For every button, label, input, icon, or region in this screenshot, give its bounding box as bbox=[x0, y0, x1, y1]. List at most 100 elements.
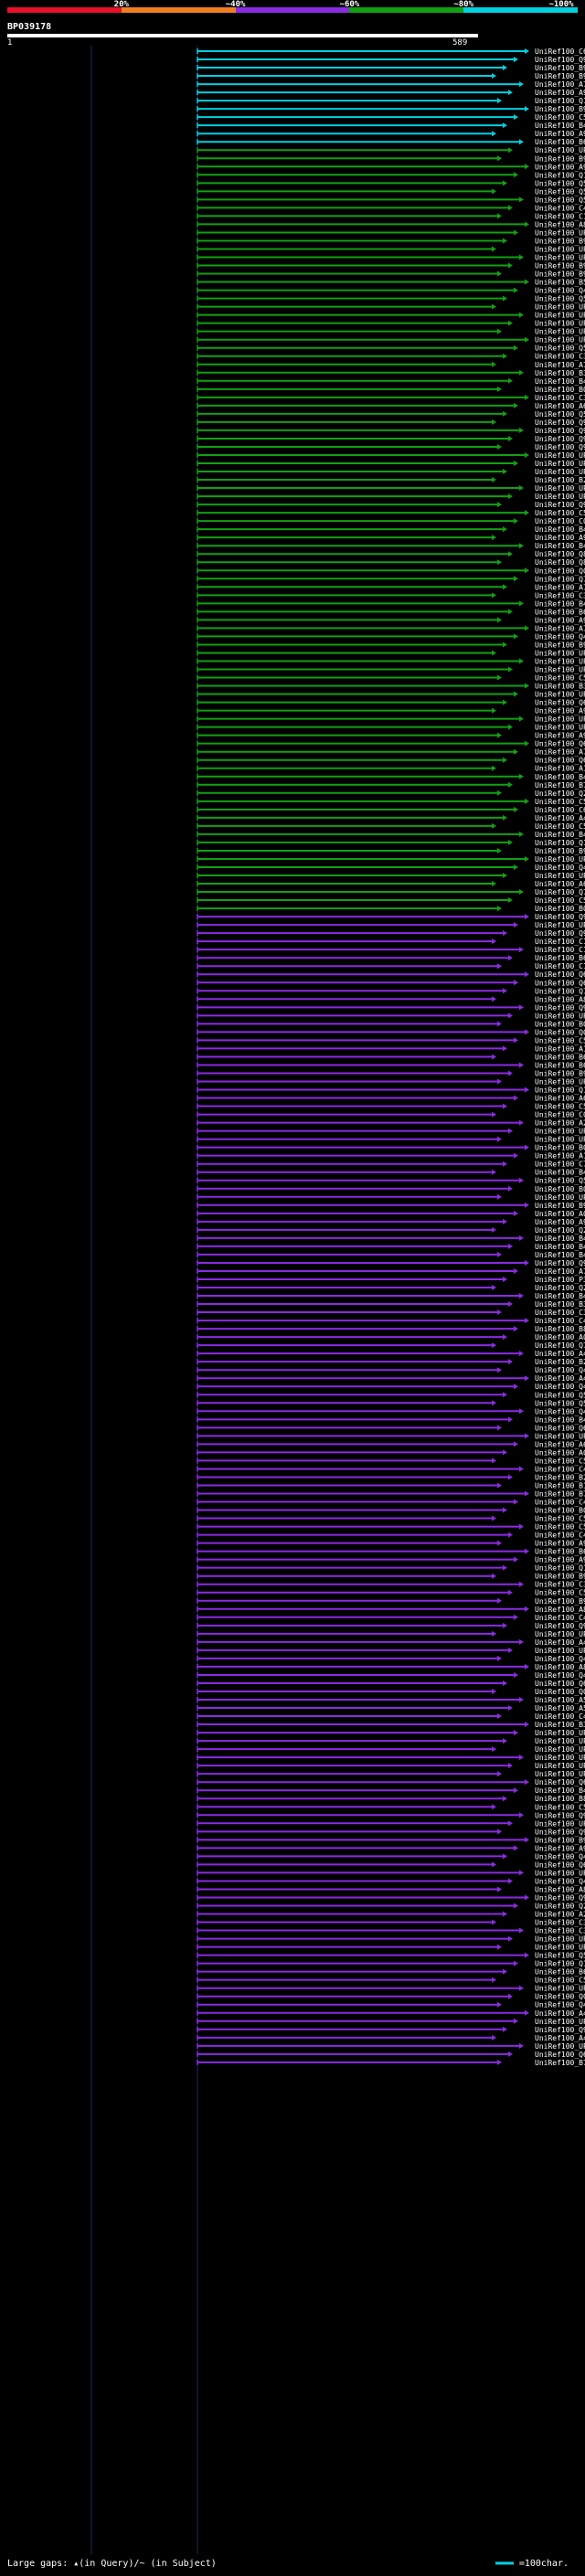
hit-label: UniRef100_UP1000... bbox=[535, 1128, 585, 1136]
hit-label: UniRef100_UP1000... bbox=[535, 484, 585, 493]
hit-arrow bbox=[503, 122, 507, 129]
hit-label: UniRef100_UP1000... bbox=[535, 1630, 585, 1638]
hit-arrow bbox=[519, 658, 524, 664]
hit-arrow bbox=[503, 930, 507, 937]
hit-arrow bbox=[503, 353, 507, 359]
hit-label: UniRef100_UP1000... bbox=[535, 328, 585, 336]
hit-arrow bbox=[514, 114, 518, 121]
hit-arrow bbox=[497, 1886, 502, 1892]
hit-label: UniRef100_A6QES5 bbox=[535, 1440, 585, 1448]
hit-arrow bbox=[525, 567, 529, 574]
hit-arrow bbox=[503, 814, 507, 821]
hit-arrow bbox=[492, 1919, 496, 1925]
hit-arrow bbox=[514, 518, 518, 525]
hit-arrow bbox=[503, 2026, 507, 2032]
hit-arrow bbox=[508, 1359, 513, 1365]
hit-arrow bbox=[492, 822, 496, 829]
hit-arrow bbox=[514, 287, 518, 293]
hit-label: UniRef100_C5PQV0 bbox=[535, 1036, 585, 1044]
hit-label: UniRef100_Q4SJQ4 bbox=[535, 1655, 585, 1663]
hit-label: UniRef100_UP1000... bbox=[535, 1136, 585, 1144]
hit-arrow bbox=[497, 847, 502, 853]
hit-arrow bbox=[525, 914, 529, 920]
hit-label: UniRef100_B4QUD0 bbox=[535, 1292, 585, 1300]
hit-arrow bbox=[514, 1960, 518, 1966]
hit-arrow bbox=[497, 328, 502, 334]
hit-label: UniRef100_UP1000... bbox=[535, 1754, 585, 1762]
hit-label: UniRef100_Q4L0U2 bbox=[535, 1877, 585, 1885]
hit-label: UniRef100_Q9B9Y0 bbox=[535, 1811, 585, 1819]
hit-label: UniRef100_B5FW53 bbox=[535, 279, 585, 287]
hit-arrow bbox=[492, 1977, 496, 1983]
hit-label: UniRef100_A4S3N6 bbox=[535, 1638, 585, 1647]
hit-arrow bbox=[492, 1226, 496, 1233]
scale-legend-line-icon bbox=[495, 2561, 514, 2565]
hit-arrow bbox=[508, 1070, 513, 1076]
hit-label: UniRef100_A8P178 bbox=[535, 1663, 585, 1671]
hit-label: UniRef100_UP1000... bbox=[535, 1770, 585, 1778]
hit-label: UniRef100_Q5WEW2 bbox=[535, 295, 585, 303]
hit-label: UniRef100_UP1000... bbox=[535, 254, 585, 262]
hit-arrow bbox=[492, 650, 496, 656]
hit-arrow bbox=[514, 461, 518, 466]
hit-label: UniRef100_A1C8F3 bbox=[535, 1044, 585, 1053]
hit-label: UniRef100_A9V9S2 bbox=[535, 163, 585, 171]
hit-arrow bbox=[508, 1243, 513, 1249]
hit-arrow bbox=[492, 419, 496, 425]
hit-label: UniRef100_UP1000... bbox=[535, 1869, 585, 1877]
hit-label: UniRef100_Q5VUM3 bbox=[535, 1391, 585, 1399]
hit-label: UniRef100_UP1000... bbox=[535, 336, 585, 345]
hit-arrow bbox=[503, 469, 507, 475]
hit-arrow bbox=[525, 1087, 529, 1093]
hit-label: UniRef100_A8DD03 bbox=[535, 995, 585, 1003]
hit-arrow bbox=[508, 551, 513, 557]
hit-arrow bbox=[503, 1738, 507, 1744]
hit-arrow bbox=[508, 435, 513, 441]
hit-label: UniRef100_C4Q873 bbox=[535, 1499, 585, 1507]
hit-label: UniRef100_B9FST0 bbox=[535, 847, 585, 855]
hit-label: UniRef100_B8SEW4 bbox=[535, 1325, 585, 1333]
hit-label: UniRef100_B9WH66 bbox=[535, 1597, 585, 1606]
scale-legend-text: =100char. bbox=[518, 2559, 569, 2569]
hit-arrow bbox=[503, 1853, 507, 1860]
hit-arrow bbox=[519, 1119, 524, 1126]
hit-arrow bbox=[503, 1103, 507, 1109]
hit-arrow bbox=[492, 707, 496, 714]
hit-arrow bbox=[525, 1952, 529, 1958]
hit-label: UniRef100_Q6BPP9 bbox=[535, 1860, 585, 1869]
hit-label: UniRef100_C6TIG0 bbox=[535, 806, 585, 814]
hit-label: UniRef100_B6TAB1 bbox=[535, 608, 585, 616]
hit-arrow bbox=[519, 1985, 524, 1991]
hit-label: UniRef100_A9S7E6 bbox=[535, 732, 585, 740]
hit-arrow bbox=[497, 1367, 502, 1373]
hit-arrow bbox=[503, 180, 507, 186]
hit-label: UniRef100_C5VJY8 bbox=[535, 1103, 585, 1111]
hit-arrow bbox=[525, 48, 529, 54]
hit-arrow bbox=[514, 2018, 518, 2024]
hit-arrow bbox=[497, 2059, 502, 2065]
hit-label: UniRef100_A7RFY1 bbox=[535, 361, 585, 369]
hit-label: UniRef100_Q0CUQ5 bbox=[535, 1028, 585, 1036]
scale-tick-label: 20% bbox=[113, 0, 129, 9]
query-end-pos: 589 bbox=[452, 38, 468, 48]
hit-arrow bbox=[508, 839, 513, 845]
hit-label: UniRef100_C1BM35 bbox=[535, 962, 585, 970]
hit-arrow bbox=[492, 1169, 496, 1175]
hit-arrow bbox=[519, 1062, 524, 1068]
hit-label: UniRef100_B9N750 bbox=[535, 270, 585, 279]
hit-arrow bbox=[492, 131, 496, 137]
hit-label: UniRef100_B0K9E4 bbox=[535, 1185, 585, 1193]
hit-label: UniRef100_A9RLD2 bbox=[535, 707, 585, 716]
hit-label: UniRef100_B4I2Z5 bbox=[535, 1169, 585, 1177]
query-bar bbox=[7, 34, 478, 37]
hit-label: UniRef100_B9GUL4 bbox=[535, 237, 585, 245]
hit-label: UniRef100_B6HI77 bbox=[535, 1053, 585, 1061]
hit-arrow bbox=[519, 773, 524, 779]
scale-tick-label: ~40% bbox=[225, 0, 246, 9]
hit-arrow bbox=[497, 98, 502, 104]
hit-label: UniRef100_UP1000... bbox=[535, 691, 585, 699]
hit-arrow bbox=[492, 1573, 496, 1579]
hit-label: UniRef100_A2QBH0 bbox=[535, 1119, 585, 1128]
hit-label: UniRef100_A0EFT8 bbox=[535, 1210, 585, 1218]
